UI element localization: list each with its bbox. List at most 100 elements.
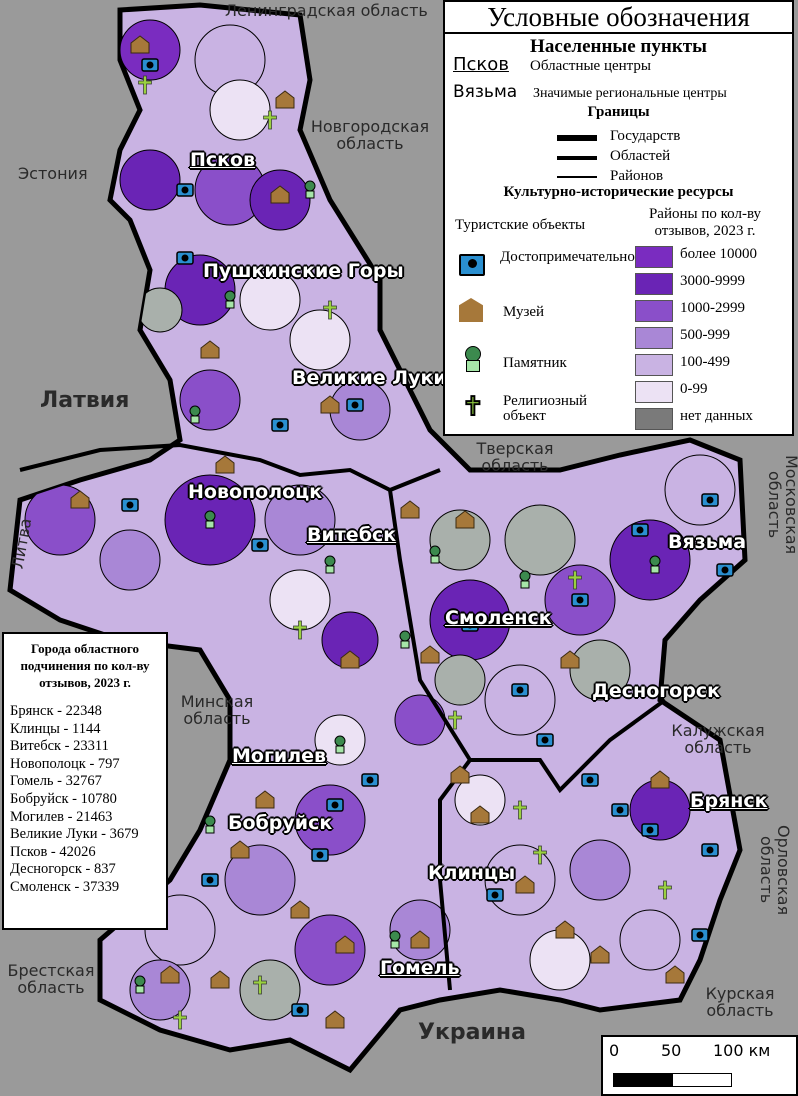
legend-class-label: более 10000 xyxy=(680,246,757,262)
border-state-line xyxy=(557,135,597,141)
scale-tick-50: 50 xyxy=(661,1041,682,1060)
cross-icon xyxy=(533,845,547,865)
monument-icon xyxy=(649,555,661,574)
legend-religious-label: Религиозный объект xyxy=(503,393,588,424)
camera-icon xyxy=(641,823,659,837)
camera-icon xyxy=(581,773,599,787)
museum-icon xyxy=(515,875,535,894)
legend-swatch xyxy=(635,300,673,322)
district-area xyxy=(529,929,591,991)
district-area xyxy=(239,269,301,331)
city-vyazma: Вязьма xyxy=(668,531,747,553)
camera-icon xyxy=(326,798,344,812)
legend-swatch xyxy=(635,327,673,349)
camera-icon xyxy=(511,683,529,697)
city-review-item: Новополоцк - 797 xyxy=(10,755,120,772)
city-pushkinskie-gory: Пушкинские Горы xyxy=(203,260,404,282)
camera-icon xyxy=(716,563,734,577)
legend-border-state: Государств xyxy=(610,128,681,144)
cross-icon xyxy=(173,1010,187,1030)
legend-districts-heading: Районы по кол-ву отзывов, 2023 г. xyxy=(648,206,762,239)
museum-icon xyxy=(420,645,440,664)
district-area xyxy=(119,19,181,81)
camera-icon xyxy=(691,928,709,942)
museum-icon xyxy=(255,790,275,809)
museum-icon xyxy=(320,395,340,414)
border-district-line xyxy=(557,176,597,178)
scale-segment-white xyxy=(672,1073,732,1087)
museum-icon xyxy=(400,500,420,519)
label-leningrad-oblast: Ленинградская область xyxy=(225,1,428,20)
district-area xyxy=(629,779,691,841)
label-oryol-oblast: Орловская область xyxy=(757,824,793,916)
camera-icon xyxy=(486,888,504,902)
legend-class-label: 3000-9999 xyxy=(680,273,745,289)
museum-icon xyxy=(275,90,295,109)
museum-icon xyxy=(455,510,475,529)
monument-base-icon xyxy=(466,360,480,372)
camera-icon xyxy=(701,843,719,857)
monument-icon xyxy=(389,930,401,949)
label-kursk-oblast: Курская область xyxy=(705,984,775,1020)
city-desnogorsk: Десногорск xyxy=(592,680,720,702)
camera-icon xyxy=(631,523,649,537)
city-review-item: Клинцы - 1144 xyxy=(10,720,101,737)
museum-icon xyxy=(590,945,610,964)
camera-icon xyxy=(176,183,194,197)
monument-icon xyxy=(204,510,216,529)
city-review-item: Могилев - 21463 xyxy=(10,808,113,825)
district-area xyxy=(289,309,351,371)
city-velikie-luki: Великие Луки xyxy=(292,367,447,389)
legend-regional-center-sample: Псков xyxy=(453,54,509,75)
label-tver-oblast: Тверская область xyxy=(476,439,554,475)
legend-swatch xyxy=(635,354,673,376)
city-review-item: Псков - 42026 xyxy=(10,843,96,860)
museum-icon xyxy=(160,965,180,984)
district-area xyxy=(664,454,736,526)
monument-icon xyxy=(519,570,531,589)
city-review-item: Брянск - 22348 xyxy=(10,703,102,719)
district-area xyxy=(484,664,556,736)
district-area xyxy=(569,639,631,701)
district-area xyxy=(264,484,336,556)
cross-icon xyxy=(293,620,307,640)
camera-icon xyxy=(251,538,269,552)
legend-settlements-heading: Населенные пункты xyxy=(530,36,707,57)
legend-class-label: 100-499 xyxy=(680,354,730,370)
label-moscow-oblast: Московская область xyxy=(765,455,798,555)
label-minsk-oblast: Минская область xyxy=(180,692,254,728)
legend-museum-label: Музей xyxy=(503,304,545,320)
legend-sight-label: Достопримечательность xyxy=(500,249,656,265)
label-brest-oblast: Брестская область xyxy=(7,961,95,997)
tourist-object-markers xyxy=(70,35,734,1030)
legend-swatch xyxy=(635,381,673,403)
district-area xyxy=(454,774,506,826)
legend-class-label: 0-99 xyxy=(680,381,708,397)
camera-icon xyxy=(291,1003,309,1017)
label-ukraine: Украина xyxy=(418,1020,526,1045)
label-novgorod-oblast: Новгородская область xyxy=(310,117,430,153)
cross-icon: ✝ xyxy=(462,392,485,422)
legend-border-district: Районов xyxy=(610,168,664,184)
museum-icon xyxy=(210,970,230,989)
scale-bar: 0 50 100 км xyxy=(601,1035,798,1096)
camera-icon xyxy=(571,593,589,607)
district-area xyxy=(429,509,491,571)
cities-reviews-box: Города областного подчинения по кол-ву о… xyxy=(2,632,168,930)
label-estonia: Эстония xyxy=(18,164,88,183)
legend-resources-heading: Культурно-исторические ресурсы xyxy=(503,184,734,200)
camera-icon xyxy=(176,251,194,265)
city-gomel: Гомель xyxy=(380,957,460,979)
district-area xyxy=(619,909,681,971)
camera-icon xyxy=(141,58,159,72)
border-oblast-line xyxy=(557,156,597,160)
legend-significant-center-label: Значимые региональные центры xyxy=(533,86,727,101)
legend-border-oblast: Областей xyxy=(610,148,671,164)
scale-segment-black xyxy=(613,1073,673,1087)
camera-icon xyxy=(611,803,629,817)
camera-icon xyxy=(121,498,139,512)
district-area xyxy=(569,839,631,901)
scale-tick-100: 100 км xyxy=(713,1041,771,1060)
cross-icon xyxy=(513,800,527,820)
